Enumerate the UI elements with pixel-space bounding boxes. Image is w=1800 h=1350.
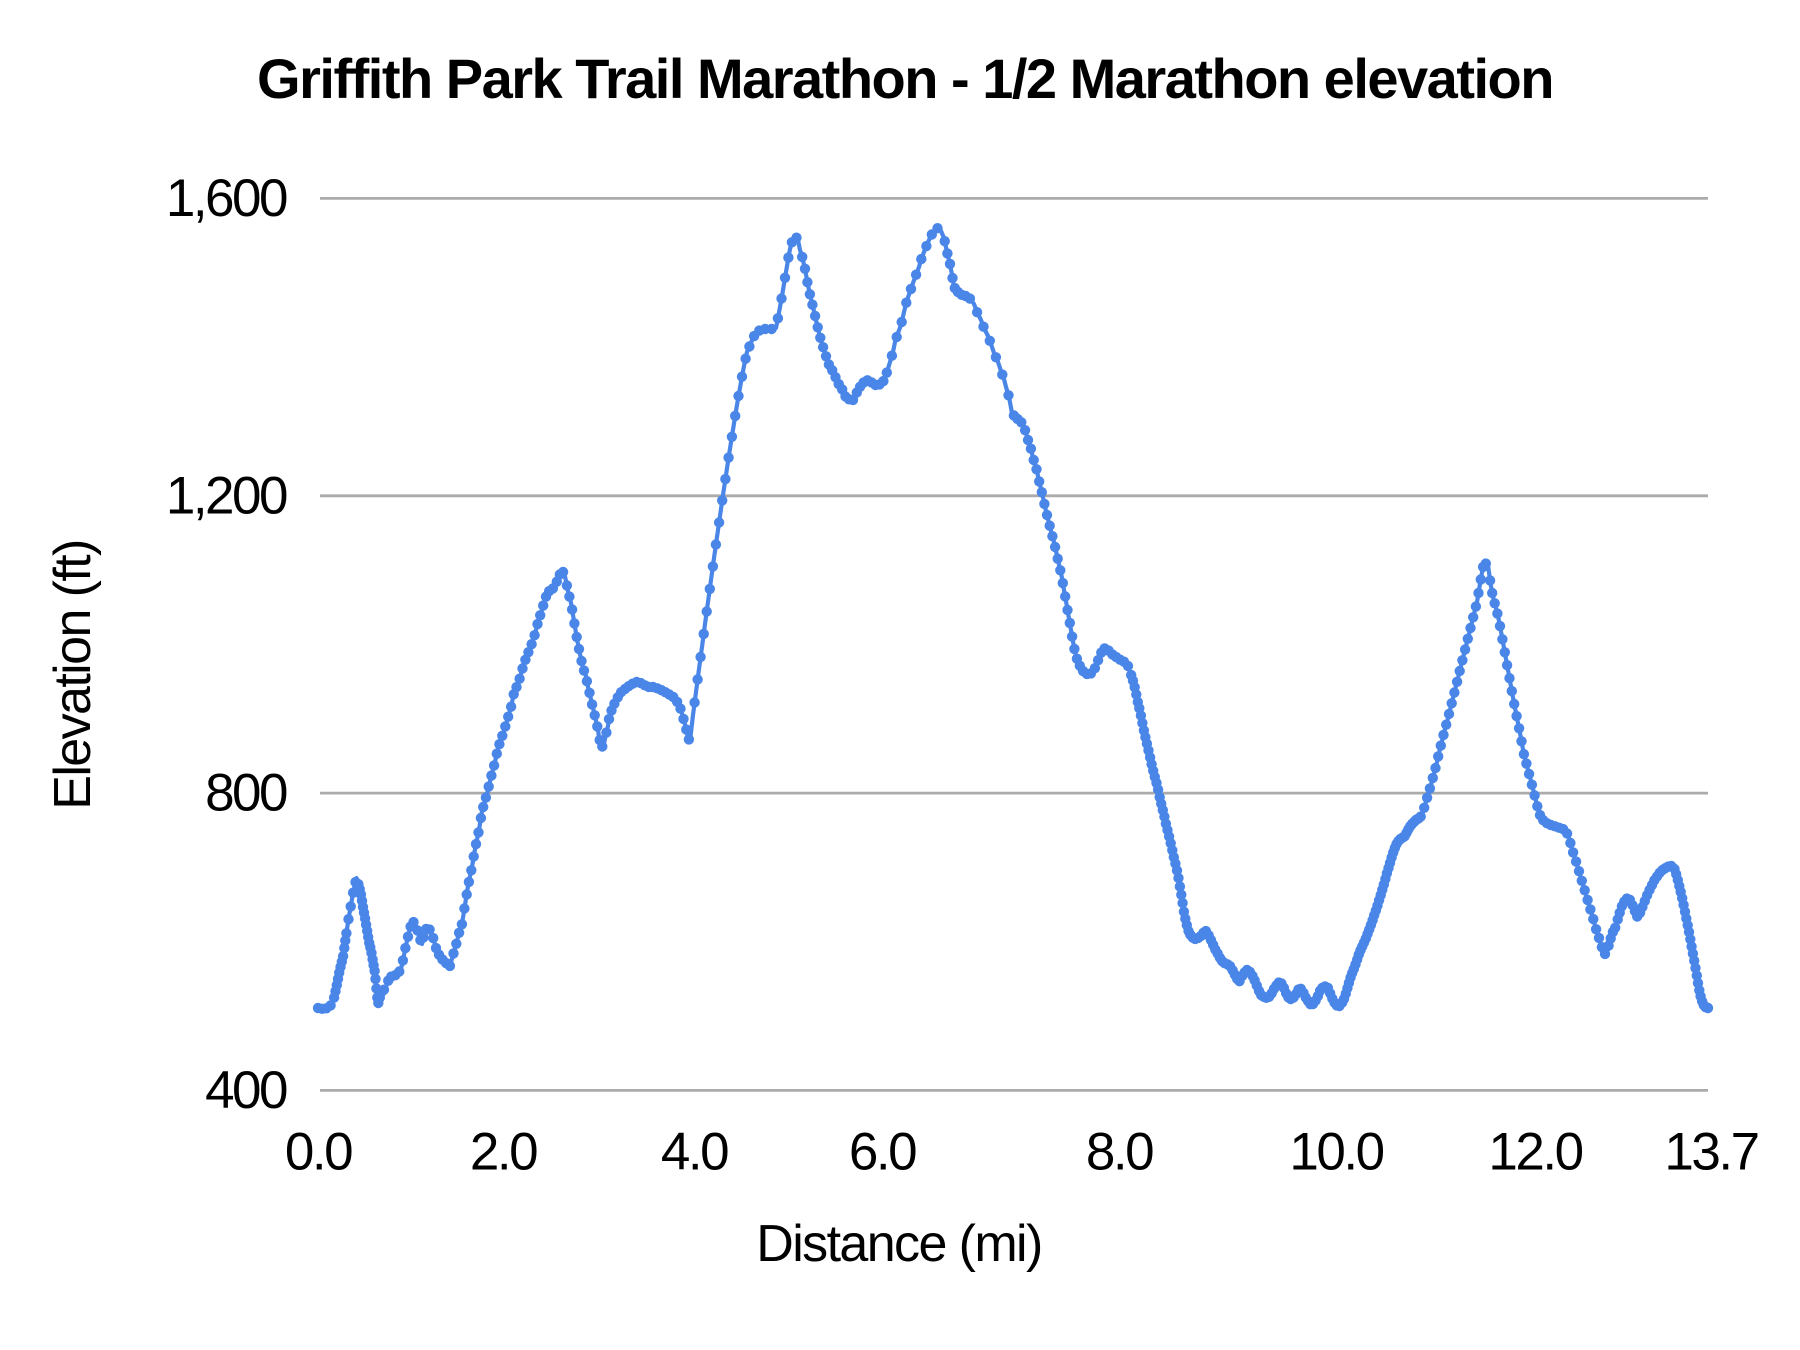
svg-text:12.0: 12.0 bbox=[1488, 1123, 1582, 1182]
svg-text:400: 400 bbox=[205, 1061, 287, 1120]
svg-text:6.0: 6.0 bbox=[849, 1123, 916, 1182]
svg-text:4.0: 4.0 bbox=[661, 1123, 728, 1182]
svg-text:Elevation (ft): Elevation (ft) bbox=[44, 540, 102, 810]
svg-text:1,600: 1,600 bbox=[166, 169, 287, 228]
svg-text:2.0: 2.0 bbox=[470, 1123, 537, 1182]
svg-text:1,200: 1,200 bbox=[166, 466, 287, 525]
svg-text:800: 800 bbox=[205, 764, 287, 823]
svg-text:8.0: 8.0 bbox=[1086, 1123, 1153, 1182]
svg-text:10.0: 10.0 bbox=[1289, 1123, 1383, 1182]
svg-text:Distance (mi): Distance (mi) bbox=[756, 1215, 1041, 1273]
svg-text:Griffith Park Trail Marathon -: Griffith Park Trail Marathon - 1/2 Marat… bbox=[257, 47, 1553, 110]
svg-text:13.7: 13.7 bbox=[1664, 1123, 1757, 1182]
svg-text:0.0: 0.0 bbox=[285, 1123, 352, 1182]
